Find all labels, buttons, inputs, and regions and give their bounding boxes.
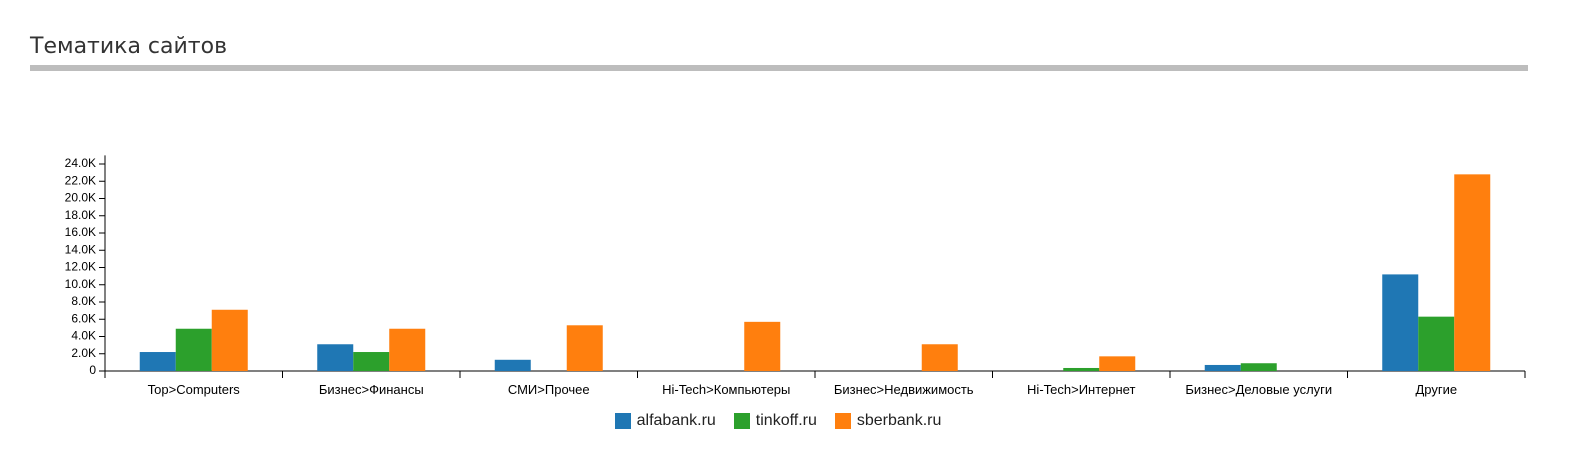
bar bbox=[1240, 363, 1277, 371]
y-tick-label: 20.0K bbox=[65, 191, 96, 205]
bar bbox=[494, 359, 531, 371]
y-tick-label: 14.0K bbox=[65, 242, 96, 256]
bar bbox=[317, 344, 354, 371]
y-tick-label: 4.0K bbox=[71, 329, 96, 343]
legend-swatch bbox=[733, 413, 750, 429]
bar bbox=[175, 328, 212, 371]
y-tick-label: 2.0K bbox=[71, 346, 96, 360]
section-title: Тематика сайтов bbox=[30, 34, 228, 59]
x-tick-label: Hi-Tech>Интернет bbox=[1027, 382, 1136, 397]
bar bbox=[389, 328, 426, 371]
x-tick-label: Бизнес>Недвижимость bbox=[833, 382, 974, 397]
x-tick-label: Top>Computers bbox=[147, 382, 240, 397]
y-tick-label: 12.0K bbox=[65, 260, 96, 274]
x-tick-label: Hi-Tech>Компьютеры bbox=[662, 382, 791, 397]
legend-label: sberbank.ru bbox=[856, 412, 942, 429]
bar bbox=[744, 321, 781, 371]
legend-item: tinkoff.ru bbox=[733, 412, 817, 430]
y-tick-label: 24.0K bbox=[65, 156, 96, 170]
bar bbox=[1204, 364, 1241, 371]
legend-label: tinkoff.ru bbox=[755, 412, 817, 429]
y-tick-label: 18.0K bbox=[65, 208, 96, 222]
bar bbox=[1418, 316, 1455, 371]
bar bbox=[211, 309, 248, 371]
y-tick-label: 0 bbox=[89, 363, 96, 377]
title-rule bbox=[30, 65, 1528, 71]
bar bbox=[1454, 174, 1491, 371]
legend-swatch bbox=[614, 413, 631, 429]
y-tick-label: 8.0K bbox=[71, 294, 96, 308]
y-tick-label: 6.0K bbox=[71, 311, 96, 325]
x-tick-label: Бизнес>Финансы bbox=[318, 382, 424, 397]
bar bbox=[139, 352, 176, 371]
legend-item: alfabank.ru bbox=[614, 412, 716, 430]
x-tick-label: СМИ>Прочее bbox=[507, 382, 590, 397]
bar bbox=[353, 352, 390, 371]
bar bbox=[921, 344, 958, 371]
y-tick-label: 10.0K bbox=[65, 277, 96, 291]
y-tick-label: 22.0K bbox=[65, 173, 96, 187]
bar bbox=[566, 325, 603, 371]
legend: alfabank.ru tinkoff.ru sberbank.ru bbox=[0, 412, 1556, 430]
y-tick-label: 16.0K bbox=[65, 225, 96, 239]
bar bbox=[1099, 356, 1136, 371]
legend-item: sberbank.ru bbox=[834, 412, 942, 430]
bar bbox=[1063, 367, 1100, 371]
x-tick-label: Бизнес>Деловые услуги bbox=[1185, 382, 1333, 397]
legend-swatch bbox=[834, 413, 851, 429]
bar bbox=[1382, 274, 1419, 371]
legend-label: alfabank.ru bbox=[636, 412, 716, 429]
x-tick-label: Другие bbox=[1415, 382, 1458, 397]
